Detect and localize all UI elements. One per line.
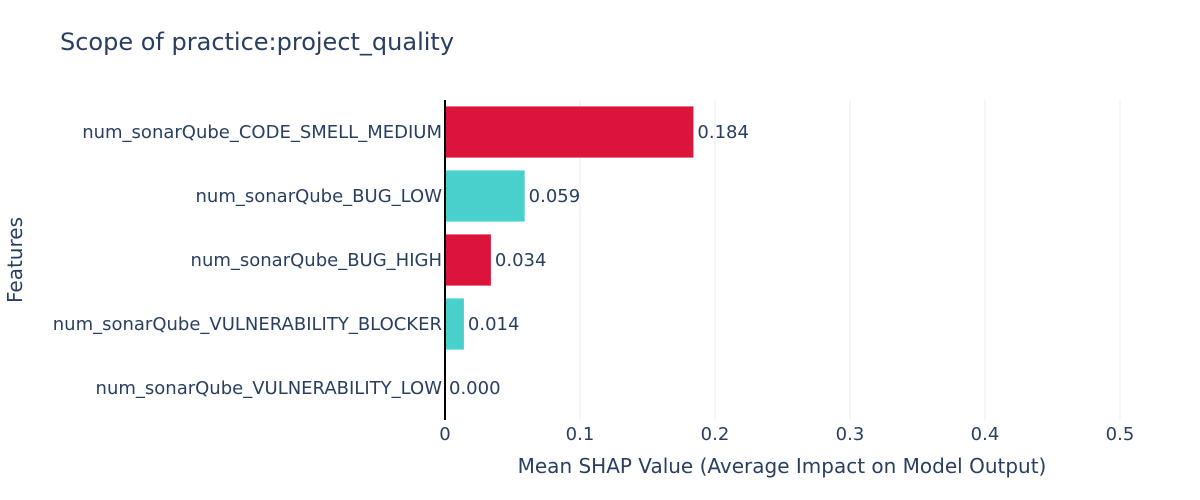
bar-value-label: 0.014 [468,314,520,335]
data-labels: 0.184 0.059 0.034 0.014 0.000 [449,122,749,399]
y-axis-title: Features [3,217,27,303]
bar-value-label: 0.034 [495,250,547,271]
bars [445,106,694,350]
bar [445,106,694,158]
bar [445,234,491,286]
x-tick-label: 0 [439,424,450,445]
x-tick-label: 0.1 [566,424,595,445]
y-tick-label: num_sonarQube_VULNERABILITY_LOW [96,378,443,399]
bar [445,298,464,350]
y-tick-label: num_sonarQube_VULNERABILITY_BLOCKER [53,314,442,335]
y-tick-label: num_sonarQube_CODE_SMELL_MEDIUM [82,122,442,143]
bar [445,170,525,222]
chart-title: Scope of practice:project_quality [60,28,454,56]
y-tick-label: num_sonarQube_BUG_LOW [196,186,443,207]
y-tick-label: num_sonarQube_BUG_HIGH [191,250,442,271]
x-axis-title: Mean SHAP Value (Average Impact on Model… [518,454,1047,478]
bar-value-label: 0.184 [697,122,749,143]
bar-value-label: 0.000 [449,378,501,399]
y-axis-ticks: num_sonarQube_CODE_SMELL_MEDIUM num_sonar… [53,122,442,399]
x-axis-ticks: 0 0.1 0.2 0.3 0.4 0.5 [439,424,1134,445]
x-tick-label: 0.4 [971,424,1000,445]
x-tick-label: 0.3 [836,424,865,445]
x-tick-label: 0.2 [701,424,730,445]
grid-lines [579,100,1121,420]
bar-value-label: 0.059 [529,186,581,207]
x-tick-label: 0.5 [1106,424,1135,445]
